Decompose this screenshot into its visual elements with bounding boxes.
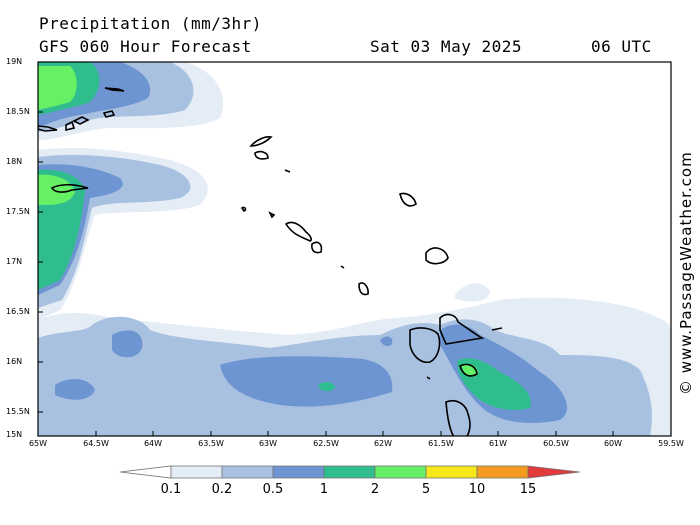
watermark: © www.PassageWeather.com (677, 151, 695, 395)
lon-ticks (37, 431, 672, 436)
forecast-time: 06 UTC (591, 37, 652, 56)
island-outlines (38, 87, 503, 436)
map-title: Precipitation (mm/3hr) (39, 14, 262, 33)
precipitation-field (38, 62, 671, 436)
colorbar-bin-2 (272, 465, 325, 479)
lon-label: 62.5W (313, 439, 339, 448)
colorbar-label: 0.1 (160, 482, 182, 497)
colorbar-label: 0.5 (262, 482, 284, 497)
lon-label: 60.5W (543, 439, 569, 448)
lon-label: 59.5W (658, 439, 684, 448)
lon-label: 63.5W (198, 439, 224, 448)
lat-label: 15N (6, 430, 23, 439)
lon-label: 64.5W (83, 439, 109, 448)
lat-label: 17.5N (6, 207, 30, 216)
lat-label: 15.5N (6, 407, 30, 416)
lon-label: 63W (258, 439, 278, 448)
colorbar-low-arrow (119, 465, 172, 479)
colorbar-high-arrow (527, 465, 581, 479)
forecast-model: GFS 060 Hour Forecast (39, 37, 252, 56)
colorbar-label: 5 (421, 482, 431, 497)
colorbar-bin-5 (425, 465, 478, 479)
lon-label: 61W (488, 439, 508, 448)
lon-label: 65W (28, 439, 48, 448)
colorbar-bin-0 (170, 465, 223, 479)
map-frame (37, 61, 672, 437)
forecast-date: Sat 03 May 2025 (370, 37, 522, 56)
colorbar (119, 465, 581, 479)
lon-label: 62W (373, 439, 393, 448)
colorbar-bin-3 (323, 465, 376, 479)
lon-label: 60W (603, 439, 623, 448)
lat-label: 19N (6, 57, 23, 66)
lat-ticks (38, 61, 43, 413)
colorbar-label: 1 (319, 482, 329, 497)
colorbar-bin-1 (221, 465, 274, 479)
lat-label: 16N (6, 357, 23, 366)
colorbar-label: 10 (468, 482, 486, 497)
lat-label: 16.5N (6, 307, 30, 316)
colorbar-label: 2 (370, 482, 380, 497)
colorbar-bin-4 (374, 465, 427, 479)
colorbar-label: 15 (519, 482, 537, 497)
lat-label: 18N (6, 157, 23, 166)
lat-label: 17N (6, 257, 23, 266)
colorbar-bin-6 (476, 465, 529, 479)
lon-label: 64W (143, 439, 163, 448)
colorbar-label: 0.2 (211, 482, 233, 497)
lat-label: 18.5N (6, 107, 30, 116)
precip-band-2 (38, 66, 478, 376)
lon-label: 61.5W (428, 439, 454, 448)
